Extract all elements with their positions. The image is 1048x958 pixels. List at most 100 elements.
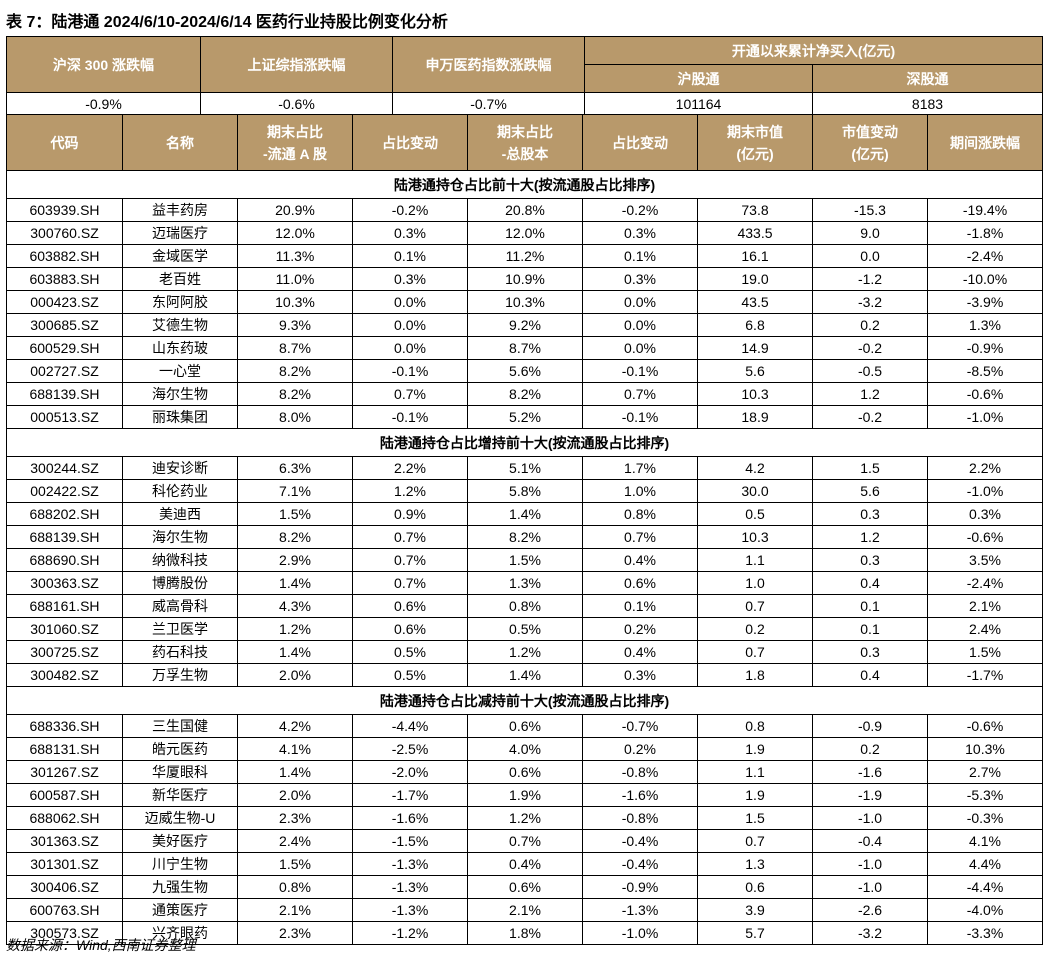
- cell: 8.0%: [237, 405, 353, 429]
- data-row: 688690.SH 纳微科技 2.9% 0.7% 1.5% 0.4% 1.1 0.3 3.5%: [6, 548, 1043, 572]
- cell: 0.2: [812, 737, 928, 761]
- cell: 5.6%: [467, 359, 583, 383]
- cell: 688161.SH: [6, 594, 123, 618]
- cell: 0.8%: [467, 594, 583, 618]
- cell: -2.6: [812, 898, 928, 922]
- cell: 300685.SZ: [6, 313, 123, 337]
- cell: 0.4%: [467, 852, 583, 876]
- data-row: 603883.SH 老百姓 11.0% 0.3% 10.9% 0.3% 19.0 -1.2 -1…: [6, 267, 1043, 291]
- cell: 1.7%: [582, 456, 698, 480]
- cell: 1.2%: [467, 806, 583, 830]
- column-header-line: 期末占比: [267, 123, 323, 140]
- column-header-line: 占比变动: [382, 134, 438, 151]
- cell: 0.4: [812, 663, 928, 687]
- cell: 0.6%: [467, 760, 583, 784]
- summary-header: 上证综指涨跌幅: [200, 36, 393, 93]
- column-header-line: (亿元): [851, 145, 889, 162]
- data-row: 603939.SH 益丰药房 20.9% -0.2% 20.8% -0.2% 73.8 -15…: [6, 198, 1043, 222]
- cell: 1.4%: [467, 502, 583, 526]
- data-row: 300573.SZ 兴齐眼药 2.3% -1.2% 1.8% -1.0% 5.7 -3.2 -3…: [6, 921, 1043, 945]
- cell: -1.5%: [352, 829, 468, 853]
- cell: 0.3%: [927, 502, 1043, 526]
- cell: 0.9%: [352, 502, 468, 526]
- section-row: 陆港通持仓占比增持前十大(按流通股占比排序): [6, 428, 1043, 457]
- cell: 300573.SZ: [6, 921, 123, 945]
- cell: 301301.SZ: [6, 852, 123, 876]
- column-header-line: -流通 A 股: [262, 145, 328, 162]
- data-row: 688139.SH 海尔生物 8.2% 0.7% 8.2% 0.7% 10.3 1.2 -0.6…: [6, 525, 1043, 549]
- cell: 688690.SH: [6, 548, 123, 572]
- cell: 皓元医药: [122, 737, 238, 761]
- cell: 艾德生物: [122, 313, 238, 337]
- cell: -15.3: [812, 198, 928, 222]
- cell: -1.3%: [352, 898, 468, 922]
- cell: 川宁生物: [122, 852, 238, 876]
- cell: 丽珠集团: [122, 405, 238, 429]
- summary-value: -0.6%: [200, 92, 393, 115]
- cell: 1.2%: [352, 479, 468, 503]
- cell: 3.5%: [927, 548, 1043, 572]
- cell: 老百姓: [122, 267, 238, 291]
- column-header-line: 名称: [166, 134, 194, 151]
- data-row: 688062.SH 迈威生物-U 2.3% -1.6% 1.2% -0.8% 1.5 -1.0…: [6, 806, 1043, 830]
- section-title: 陆港通持仓占比增持前十大(按流通股占比排序): [6, 428, 1043, 457]
- cell: 0.6%: [352, 617, 468, 641]
- cell: 0.8%: [237, 875, 353, 899]
- cell: 0.3%: [352, 267, 468, 291]
- cell: 9.3%: [237, 313, 353, 337]
- cell: 000513.SZ: [6, 405, 123, 429]
- cell: 1.5: [697, 806, 813, 830]
- cell: 2.1%: [237, 898, 353, 922]
- cell: 0.5%: [352, 663, 468, 687]
- cell: -0.8%: [582, 806, 698, 830]
- section-title: 陆港通持仓占比前十大(按流通股占比排序): [6, 170, 1043, 199]
- source-note: 数据来源：Wind,西南证券整理: [6, 937, 196, 953]
- cell: -4.4%: [927, 875, 1043, 899]
- cell: 0.3%: [582, 221, 698, 245]
- data-row: 300406.SZ 九强生物 0.8% -1.3% 0.6% -0.9% 0.6 -1.0 -4…: [6, 875, 1043, 899]
- cell: -1.8%: [927, 221, 1043, 245]
- cell: 3.9: [697, 898, 813, 922]
- cell: 0.2: [697, 617, 813, 641]
- cell: 4.3%: [237, 594, 353, 618]
- cell: 9.2%: [467, 313, 583, 337]
- data-row: 603882.SH 金域医学 11.3% 0.1% 11.2% 0.1% 16.1 0.0 -2…: [6, 244, 1043, 268]
- cell: -5.3%: [927, 783, 1043, 807]
- cell: 9.0: [812, 221, 928, 245]
- cell: 300760.SZ: [6, 221, 123, 245]
- cell: 1.5%: [237, 502, 353, 526]
- table-title: 表 7：陆港通 2024/6/10-2024/6/14 医药行业持股比例变化分析: [6, 14, 448, 31]
- cell: 1.5%: [467, 548, 583, 572]
- cell: 300363.SZ: [6, 571, 123, 595]
- cell: 迈瑞医疗: [122, 221, 238, 245]
- cell: 2.9%: [237, 548, 353, 572]
- cell: 0.3%: [582, 663, 698, 687]
- column-header-line: -总股本: [501, 145, 549, 162]
- cell: 000423.SZ: [6, 290, 123, 314]
- cell: 金域医学: [122, 244, 238, 268]
- cell: 0.0%: [352, 336, 468, 360]
- data-row: 300363.SZ 博腾股份 1.4% 0.7% 1.3% 0.6% 1.0 0.4 -2.4%: [6, 571, 1043, 595]
- cell: 纳微科技: [122, 548, 238, 572]
- cell: 8.2%: [467, 382, 583, 406]
- column-header-line: 市值变动: [842, 123, 898, 140]
- cell: 11.3%: [237, 244, 353, 268]
- cell: 688131.SH: [6, 737, 123, 761]
- holdings-table: 代码 名称 期末占比 -流通 A 股占比变动 期末占比 -总股本 占比变动 期末市值 (亿元) 市…: [6, 114, 1043, 945]
- data-row: 002727.SZ 一心堂 8.2% -0.1% 5.6% -0.1% 5.6 -0.5 -8.…: [6, 359, 1043, 383]
- cell: 0.7%: [467, 829, 583, 853]
- cell: -0.1%: [582, 405, 698, 429]
- cell: 301363.SZ: [6, 829, 123, 853]
- cell: 6.8: [697, 313, 813, 337]
- cell: 迈威生物-U: [122, 806, 238, 830]
- cell: 1.0: [697, 571, 813, 595]
- cell: 4.2%: [237, 714, 353, 738]
- data-row: 688202.SH 美迪西 1.5% 0.9% 1.4% 0.8% 0.5 0.3 0.3%: [6, 502, 1043, 526]
- cell: 12.0%: [237, 221, 353, 245]
- summary-value: -0.7%: [392, 92, 585, 115]
- cell: 8.2%: [237, 525, 353, 549]
- data-row: 300685.SZ 艾德生物 9.3% 0.0% 9.2% 0.0% 6.8 0.2 1.3%: [6, 313, 1043, 337]
- cell: 1.5: [812, 456, 928, 480]
- cell: 002422.SZ: [6, 479, 123, 503]
